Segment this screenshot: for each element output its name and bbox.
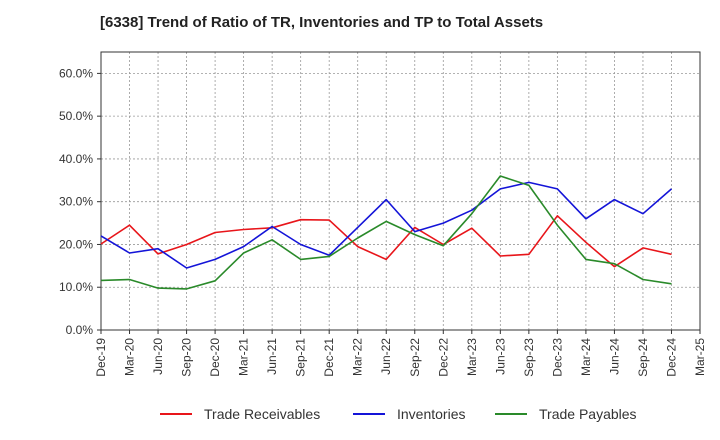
y-tick-label: 20.0%	[59, 237, 93, 251]
plot-frame	[100, 51, 701, 331]
legend-label: Trade Receivables	[204, 406, 320, 422]
x-tick-label: Dec-24	[664, 338, 678, 377]
y-tick-label: 0.0%	[66, 323, 94, 337]
chart-title: [6338] Trend of Ratio of TR, Inventories…	[100, 14, 544, 31]
x-tick-label: Mar-22	[351, 338, 365, 376]
x-tick-label: Dec-22	[436, 338, 450, 377]
legend-label: Trade Payables	[539, 406, 637, 422]
x-tick-label: Jun-24	[607, 338, 621, 375]
x-tick-label: Jun-21	[265, 338, 279, 375]
x-tick-label: Mar-20	[123, 338, 137, 376]
x-tick-label: Dec-21	[322, 338, 336, 377]
y-tick-label: 60.0%	[59, 66, 93, 80]
y-tick-label: 10.0%	[59, 280, 93, 294]
y-tick-label: 30.0%	[59, 195, 93, 209]
x-tick-label: Jun-20	[151, 338, 165, 375]
x-tick-label: Sep-24	[636, 338, 650, 377]
y-tick-label: 50.0%	[59, 109, 93, 123]
x-tick-label: Mar-24	[579, 338, 593, 376]
x-tick-label: Dec-23	[550, 338, 564, 377]
legend-label: Inventories	[397, 406, 465, 422]
x-tick-label: Dec-19	[94, 338, 108, 377]
legend: Trade Receivables Inventories Trade Payabl…	[160, 406, 637, 422]
x-tick-label: Mar-21	[237, 338, 251, 376]
series-layer	[100, 175, 673, 290]
x-tick-label: Mar-25	[693, 338, 707, 376]
y-tick-label: 40.0%	[59, 152, 93, 166]
series-line-trade-payables	[100, 175, 672, 290]
x-tick-label: Sep-23	[522, 338, 536, 377]
x-tick-label: Sep-20	[180, 338, 194, 377]
x-tick-label: Dec-20	[208, 338, 222, 377]
x-tick-label: Sep-21	[294, 338, 308, 377]
x-tick-label: Sep-22	[408, 338, 422, 377]
x-tick-label: Jun-22	[379, 338, 393, 375]
series-line-trade-receivables	[100, 215, 672, 268]
axis-layer: 0.0% 10.0% 20.0% 30.0% 40.0% 50.0% 60.0% Dec-19…	[59, 51, 707, 377]
x-tick-label: Jun-23	[493, 338, 507, 375]
x-tick-label: Mar-23	[465, 338, 479, 376]
series-line-inventories	[100, 181, 673, 269]
